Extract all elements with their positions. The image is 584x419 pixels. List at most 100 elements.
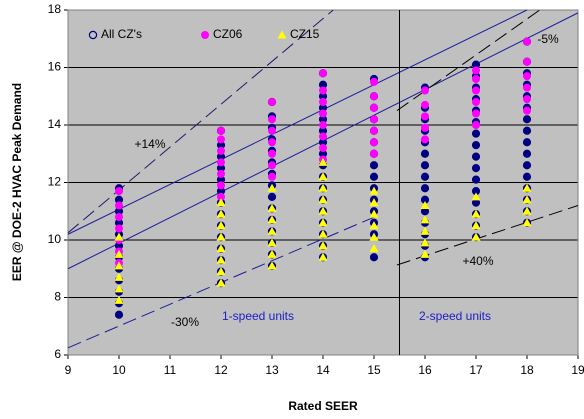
point	[114, 232, 124, 241]
point	[216, 198, 226, 207]
point	[370, 92, 378, 101]
point	[420, 249, 430, 258]
point	[319, 132, 327, 141]
point	[471, 232, 481, 241]
point	[522, 172, 532, 181]
point	[471, 192, 481, 201]
point	[268, 161, 276, 170]
legend-marker	[88, 30, 98, 40]
y-tick-label: 16	[48, 60, 62, 74]
point	[268, 126, 276, 135]
legend-label: All CZ's	[101, 27, 142, 41]
point	[472, 98, 480, 106]
point	[522, 218, 532, 227]
point	[267, 261, 277, 270]
point	[369, 186, 379, 195]
x-tick-label: 14	[316, 363, 330, 377]
point	[268, 138, 276, 147]
x-tick-label: 19	[571, 363, 584, 377]
legend-label: CZ15	[290, 27, 320, 41]
point	[369, 244, 379, 253]
reference-line	[396, 9, 541, 112]
point	[216, 244, 226, 253]
point	[523, 95, 531, 104]
reference-line	[67, 9, 334, 234]
point	[318, 229, 328, 238]
point	[369, 232, 379, 241]
point	[268, 115, 276, 124]
point	[267, 183, 277, 192]
point	[471, 175, 481, 184]
point	[115, 213, 123, 221]
point	[369, 221, 379, 230]
point	[115, 187, 123, 196]
point	[523, 83, 531, 92]
annotation: 1-speed units	[222, 309, 294, 323]
point	[369, 209, 379, 218]
legend-marker	[277, 30, 287, 39]
y-tick-label: 10	[48, 232, 62, 246]
point	[420, 149, 430, 158]
y-tick-label: 8	[54, 290, 61, 304]
legend-label: CZ06	[213, 27, 243, 41]
point	[319, 109, 327, 118]
point	[472, 109, 480, 118]
x-tick-label: 17	[469, 363, 483, 377]
point	[370, 138, 378, 147]
point	[471, 141, 481, 150]
point	[420, 201, 430, 209]
annotation: +40%	[462, 254, 493, 268]
point	[319, 98, 327, 106]
point	[420, 161, 430, 170]
legend-marker	[201, 31, 209, 39]
point	[115, 201, 123, 210]
point	[217, 146, 225, 155]
point	[522, 206, 532, 215]
point	[522, 149, 532, 158]
annotation: +14%	[134, 137, 165, 151]
x-tick-label: 11	[164, 363, 177, 377]
point	[216, 221, 226, 230]
point	[319, 144, 327, 152]
point	[267, 238, 277, 247]
x-tick-label: 10	[112, 363, 126, 377]
annotation: -5%	[537, 32, 559, 46]
point	[522, 161, 532, 170]
point	[114, 272, 124, 281]
point	[318, 183, 328, 192]
point	[522, 195, 532, 204]
point	[471, 209, 481, 218]
point	[472, 66, 480, 75]
y-tick-label: 14	[48, 117, 62, 131]
point	[421, 123, 429, 132]
point	[318, 206, 328, 215]
point	[420, 238, 430, 247]
point	[420, 215, 430, 224]
y-tick-label: 12	[48, 175, 62, 189]
x-tick-label: 18	[520, 363, 534, 377]
reference-line	[67, 9, 528, 235]
point	[369, 198, 379, 207]
point	[318, 218, 328, 227]
point	[268, 98, 276, 106]
point	[420, 172, 430, 181]
point	[318, 172, 328, 181]
point	[217, 192, 225, 201]
point	[421, 86, 429, 95]
point	[318, 252, 328, 261]
point	[471, 152, 481, 161]
point	[522, 183, 532, 192]
point	[267, 249, 277, 258]
point	[267, 215, 277, 224]
x-axis-title: Rated SEER	[288, 399, 358, 413]
point	[370, 126, 378, 135]
point	[472, 75, 480, 83]
y-tick-label: 6	[54, 347, 61, 361]
point	[217, 181, 225, 190]
point	[268, 172, 276, 181]
point	[318, 195, 328, 204]
point	[318, 157, 328, 166]
y-tick-label: 18	[48, 2, 62, 16]
x-tick-label: 16	[418, 363, 432, 377]
